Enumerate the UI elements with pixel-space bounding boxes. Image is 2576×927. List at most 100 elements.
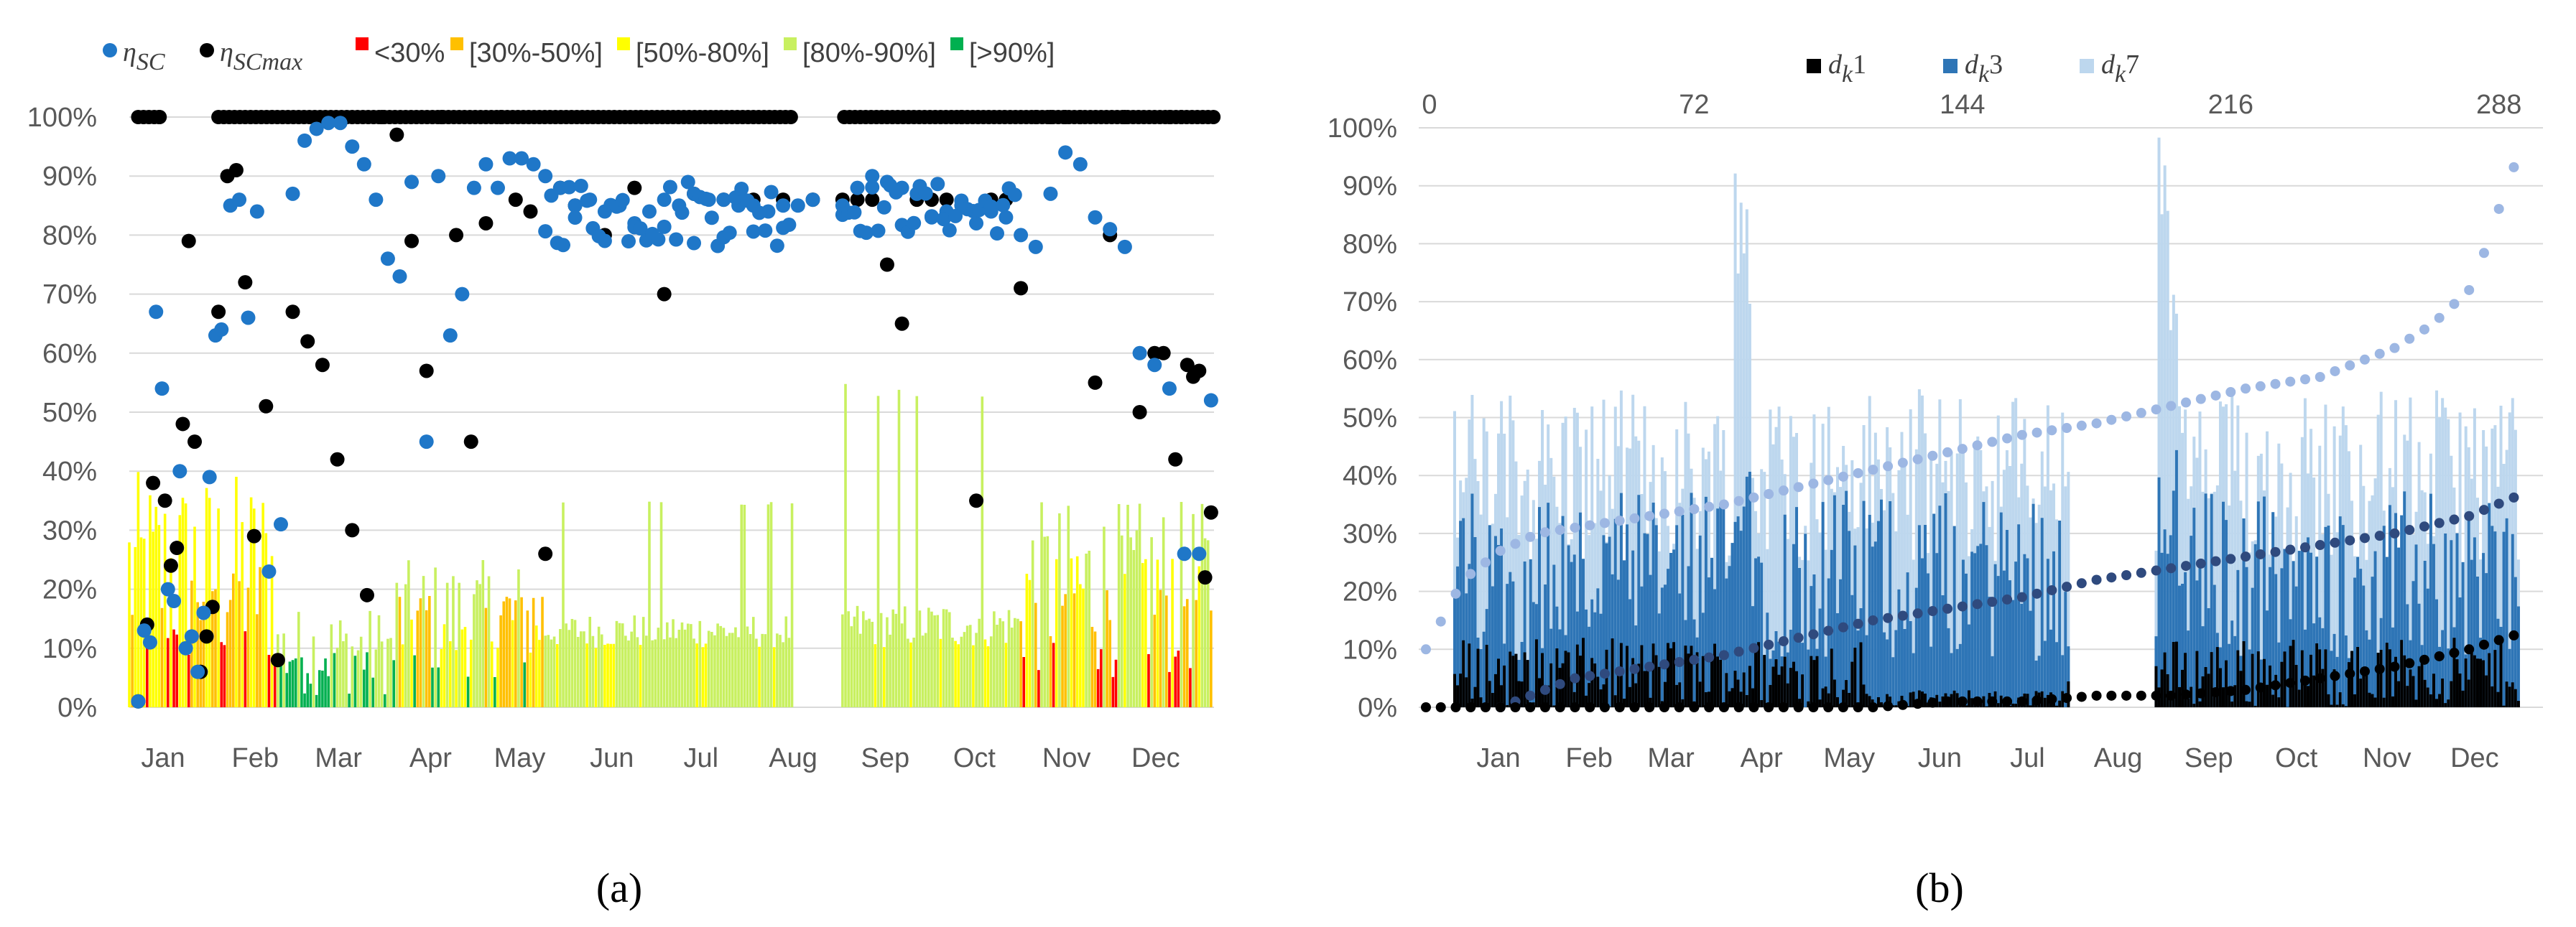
sorted-curve-point-dk3 <box>1838 622 1848 633</box>
y-tick-label: 50% <box>42 398 97 428</box>
sorted-curve-point-dk1 <box>1957 696 1968 707</box>
sorted-curve-point-dk3 <box>2330 537 2340 548</box>
scatter-points <box>131 110 1221 709</box>
sorted-curve-point-dk3 <box>1808 629 1819 640</box>
eta-scmax-point <box>345 523 360 538</box>
x-tick-label: Aug <box>769 743 817 773</box>
legend-label: [80%-90%] <box>802 38 936 68</box>
eta-sc-point <box>704 210 719 225</box>
sorted-curve-point-dk7 <box>1704 501 1715 512</box>
y-tick-label: 100% <box>1328 113 1397 144</box>
eta-scmax-point <box>478 215 494 230</box>
x-tick-label: Sep <box>2184 743 2233 773</box>
sorted-curve-point-dk3 <box>1555 679 1565 689</box>
eta-scmax-point <box>879 257 894 272</box>
eta-scmax-point <box>894 316 909 331</box>
sorted-curve-point-dk3 <box>1853 618 1863 629</box>
legend-marker <box>2080 59 2094 73</box>
x-tick-label: Nov <box>1042 743 1091 773</box>
sorted-curve-point-dk7 <box>1764 489 1774 500</box>
eta-sc-point <box>514 151 529 166</box>
sorted-curve-point-dk1 <box>1674 702 1685 712</box>
sorted-curve-point-dk1 <box>1718 702 1729 712</box>
eta-sc-point <box>1014 228 1029 243</box>
sorted-curve-point-dk7 <box>1808 478 1819 489</box>
eta-sc-point <box>782 218 797 233</box>
sorted-curve-point-dk7 <box>1927 450 1938 461</box>
sorted-curve-point-dk7 <box>2031 427 2042 438</box>
x-tick-label: Oct <box>953 743 996 773</box>
eta-sc-point <box>443 328 458 343</box>
sorted-curve-point-dk3 <box>2449 514 2460 525</box>
y-tick-label: 90% <box>1343 172 1397 202</box>
sorted-curve-point-dk3 <box>1987 597 1998 607</box>
top-tick-label: 144 <box>1940 90 1985 120</box>
x-tick-label: May <box>1823 743 1875 773</box>
sorted-curve-point-dk1 <box>1421 702 1431 712</box>
sorted-curve-point-dk7 <box>1897 457 1908 468</box>
x-tick-label: Jun <box>590 743 634 773</box>
sorted-curve-point-dk1 <box>2181 689 2192 700</box>
sorted-curve-point-dk1 <box>1435 702 1446 712</box>
eta-scmax-point <box>538 546 553 562</box>
sorted-curve-point-dk7 <box>2210 390 2221 401</box>
eta-sc-point <box>526 157 541 172</box>
legend-marker <box>950 37 963 50</box>
sorted-curve-point-dk7 <box>1793 482 1804 493</box>
sorted-curve-point-dk7 <box>2255 381 2266 391</box>
legend-label: dk3 <box>1965 50 2003 88</box>
sorted-curve-point-dk7 <box>1689 504 1700 515</box>
eta-scmax-point <box>389 127 404 142</box>
sorted-curve-point-dk7 <box>2478 248 2489 258</box>
sorted-curve-point-dk1 <box>1733 702 1744 712</box>
sorted-curve-point-dk1 <box>1853 702 1863 712</box>
sorted-curve-point-dk7 <box>1733 495 1744 506</box>
sorted-curve-point-dk3 <box>1644 661 1655 672</box>
legend-label: [50%-80%] <box>636 38 769 68</box>
eta-scmax-point <box>1028 110 1043 124</box>
eta-scmax-point <box>1162 110 1177 124</box>
x-tick-label: Mar <box>1647 743 1695 773</box>
sorted-curve-point-dk7 <box>2091 418 2102 429</box>
sorted-curve-point-dk3 <box>2300 542 2310 553</box>
x-tick-label: Dec <box>1131 743 1180 773</box>
sorted-curve-point-dk3 <box>2255 549 2266 559</box>
sorted-curve-point-dk3 <box>2508 492 2519 503</box>
eta-sc-point <box>190 664 205 679</box>
sorted-curve-point-dk1 <box>1793 702 1804 712</box>
eta-sc-point <box>538 169 553 184</box>
legend-marker <box>1943 59 1958 73</box>
x-tick-label: Jan <box>1476 743 1520 773</box>
eta-scmax-point <box>199 629 214 644</box>
eta-sc-point <box>990 226 1004 241</box>
y-tick-label: 10% <box>1343 635 1397 665</box>
sorted-curve-point-dk3 <box>1972 599 1983 610</box>
eta-sc-point <box>865 169 880 184</box>
sorted-curve-point-dk7 <box>1539 527 1550 538</box>
sorted-curve-point-dk1 <box>2151 690 2162 701</box>
sorted-curve-point-dk1 <box>2106 690 2117 701</box>
sorted-curve-point-dk3 <box>1614 666 1625 676</box>
top-axis-tick-labels: 0 72 144 216 288 <box>1422 90 2521 120</box>
eta-sc-point <box>214 322 229 337</box>
sorted-curve-point-dk3 <box>1525 690 1536 701</box>
eta-scmax-point <box>850 192 865 208</box>
eta-sc-point <box>876 200 891 215</box>
sorted-curve-point-dk3 <box>2434 518 2445 528</box>
sorted-curve-point-dk3 <box>2031 588 2042 599</box>
eta-scmax-point <box>330 452 345 467</box>
eta-sc-point <box>232 192 247 208</box>
sorted-curve-point-dk1 <box>2315 673 2325 684</box>
sorted-curve-point-dk1 <box>2047 694 2057 704</box>
eta-sc-point <box>662 180 677 195</box>
x-tick-label: Apr <box>1741 743 1783 773</box>
eta-sc-point <box>167 594 182 609</box>
eta-scmax-point <box>1174 110 1189 124</box>
sorted-curve-point-dk7 <box>2062 423 2072 434</box>
sorted-curve-point-dk7 <box>2106 414 2117 425</box>
eta-sc-point <box>1132 345 1147 360</box>
x-tick-label: Oct <box>2275 743 2318 773</box>
sorted-curve-point-dk1 <box>1704 702 1715 712</box>
sorted-curve-point-dk3 <box>2210 556 2221 567</box>
sorted-curve-point-dk3 <box>1897 610 1908 621</box>
